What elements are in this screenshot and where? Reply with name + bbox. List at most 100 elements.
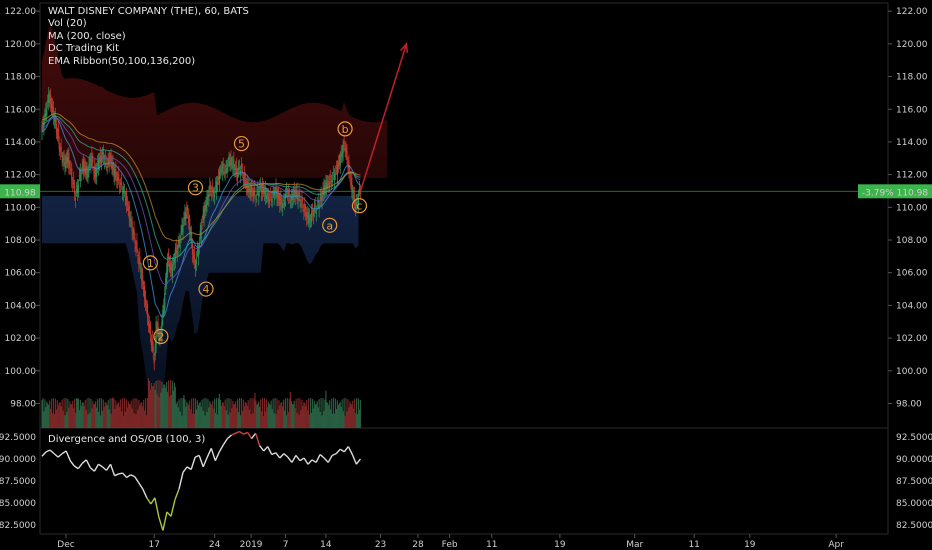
y-tick-label-left: 118.00 [5,73,37,83]
volume-bar [94,403,96,428]
candle-body [346,151,348,158]
candle-body [94,167,96,179]
volume-bar [74,398,76,428]
volume-bar [69,401,71,428]
oscillator-line-segment [146,497,152,505]
volume-bar [85,410,87,428]
oscillator-line-segment [138,482,144,490]
candle-body [130,218,132,223]
candle-body [163,306,165,313]
volume-bar [84,399,86,428]
candle-body [218,171,221,184]
candle-body [100,156,103,164]
candle-body [289,202,292,204]
volume-bar [305,405,307,428]
candle-body [302,206,304,208]
candle-body [195,258,198,264]
volume-bar [261,411,263,428]
volume-bar [81,402,83,428]
candle-body [219,171,221,173]
candle-body [159,335,161,339]
osc-tick-label-right: 87.5000 [896,477,932,487]
wave-marker-circle [322,217,338,233]
oscillator-line-segment [271,452,277,456]
y-tick-label-right: 108.00 [896,236,928,246]
candle-body [68,152,70,167]
candle-body [73,180,75,185]
volume-bar [272,398,274,428]
oscillator-line-segment [130,474,135,478]
volume-bar [194,398,197,428]
candle-body [285,188,288,190]
volume-bar [317,407,319,428]
candle-body [226,167,228,174]
candle-body [237,173,239,179]
wave-marker-circle [351,198,368,214]
volume-bar [175,403,177,428]
volume-bar [108,409,110,428]
projection-arrow-line [359,43,408,192]
candle-body [171,264,174,277]
candle-body [329,182,331,189]
volume-bar [324,399,326,428]
volume-bar [58,402,60,428]
volume-bar [118,401,120,428]
candle-body [134,238,136,245]
volume-bar [210,403,212,428]
volume-bar [64,415,66,428]
candle-body [245,184,247,189]
volume-bar [262,415,265,428]
candle-body [279,197,281,205]
candle-body [339,155,341,166]
volume-bar [136,398,138,428]
candle-body [98,157,101,163]
y-tick-label-right: 110.00 [896,203,928,213]
candle-body [299,196,301,202]
oscillator-line-segment [343,446,349,453]
candle-body [243,172,245,181]
volume-bar [246,405,248,428]
oscillator-line-segment [53,453,59,458]
oscillator-line-segment [243,431,248,435]
volume-bar [126,407,128,428]
oscillator-line-segment [194,454,200,458]
candle-body [358,188,361,191]
candle-body [233,159,235,171]
candle-body [162,310,164,318]
x-tick-label: 28 [412,540,424,550]
candle-body [200,225,202,240]
oscillator-line-segment [299,457,305,462]
volume-bar [65,398,67,428]
candle-body [185,214,187,219]
volume-bar [174,386,176,428]
candle-body [45,110,47,115]
oscillator-line-segment [69,460,75,467]
oscillator-line-segment [259,445,265,452]
volume-bar [66,412,68,428]
volume-bar [233,404,235,428]
volume-bar [310,412,313,428]
candle-body [317,200,319,204]
candle-body [353,194,355,199]
oscillator-line-segment [73,465,79,470]
candle-body [88,164,90,173]
candle-body [247,186,249,193]
volume-bar [139,405,141,428]
candle-body [78,175,81,177]
candle-body [228,156,230,159]
volume-bar [82,402,84,428]
volume-bar [166,382,168,428]
volume-bar [197,405,199,428]
volume-bar [259,407,261,428]
candle-body [220,169,222,172]
volume-bar [191,413,194,428]
candle-body [99,154,102,162]
candle-body [227,164,229,166]
candle-body [350,181,352,186]
volume-bar [241,410,244,428]
candle-body [315,210,317,214]
candle-body [69,166,71,168]
volume-bar [229,412,231,428]
y-tick-label-left: 102.00 [5,334,37,344]
